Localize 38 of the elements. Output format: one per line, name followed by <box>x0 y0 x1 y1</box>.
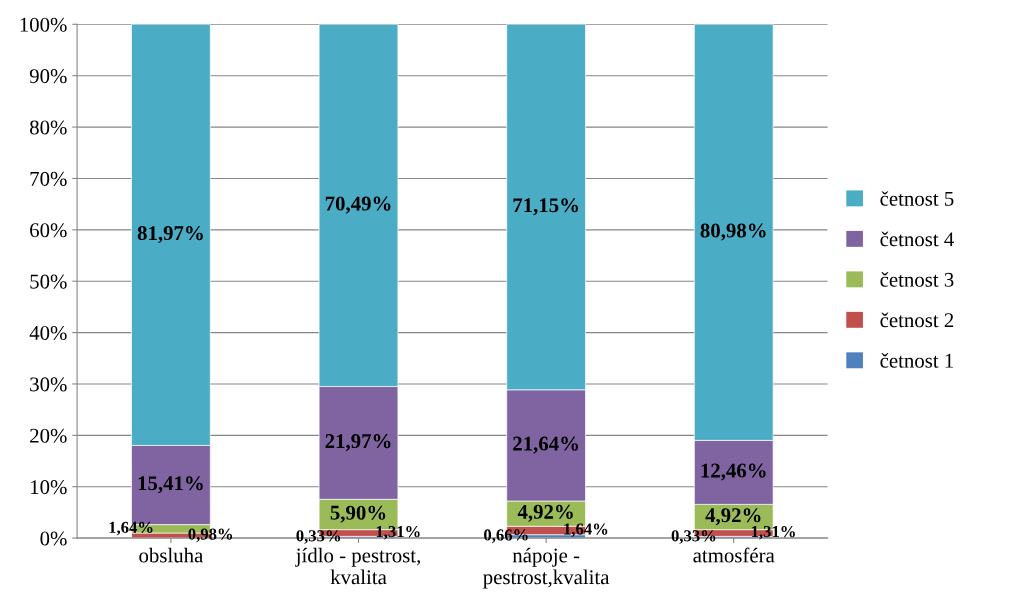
x-tick-label: jídlo - pestrost, kvalita <box>295 547 420 585</box>
x-tick-label: obsluha <box>139 547 204 563</box>
data-label: 1,31% <box>376 525 420 540</box>
data-label: 1,31% <box>751 525 795 540</box>
legend-label: četnost 5 <box>880 191 954 206</box>
data-label: 80,98% <box>700 223 766 241</box>
y-tick-label: 100% <box>20 17 67 32</box>
y-tick-label: 10% <box>31 480 67 495</box>
data-label: 0,66% <box>484 529 528 543</box>
data-label: 21,97% <box>325 434 391 452</box>
data-label: 70,49% <box>325 196 391 214</box>
y-tick-label: 30% <box>30 377 67 392</box>
x-tick-label: nápoje - pestrost,kvalita <box>483 547 610 589</box>
legend-label: četnost 1 <box>880 353 954 368</box>
x-tick-label: atmosféra <box>693 547 775 563</box>
legend-label: četnost 3 <box>880 272 954 287</box>
data-label: 0,33% <box>671 530 716 544</box>
data-label: 1,64% <box>109 521 153 536</box>
y-tick-label: 20% <box>30 428 67 443</box>
data-label: 0,33% <box>296 530 341 544</box>
data-label: 81,97% <box>137 226 203 244</box>
y-tick-label: 70% <box>30 171 67 186</box>
legend-label: četnost 4 <box>880 231 954 247</box>
data-label: 4,92% <box>705 508 761 526</box>
y-tick-label: 90% <box>29 69 67 84</box>
data-label: 71,15% <box>513 198 579 216</box>
legend-label: četnost 2 <box>880 312 954 328</box>
data-label: 4,92% <box>517 504 573 522</box>
data-label: 21,64% <box>513 436 579 454</box>
data-label: 15,41% <box>138 476 203 494</box>
data-label: 5,90% <box>330 505 386 523</box>
y-tick-label: 40% <box>29 325 67 341</box>
data-label: 12,46% <box>701 463 766 481</box>
y-tick-label: 0% <box>40 531 67 546</box>
y-tick-label: 80% <box>29 120 67 135</box>
data-label: 0,98% <box>188 528 233 543</box>
y-tick-label: 60% <box>30 223 67 238</box>
y-tick-label: 50% <box>30 274 67 289</box>
